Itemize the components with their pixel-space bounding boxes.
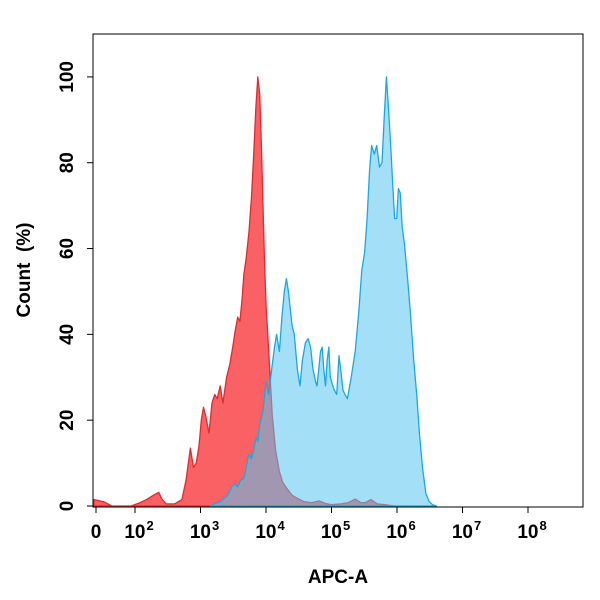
x-tick-label: 102 xyxy=(124,518,153,543)
y-tick-label: 80 xyxy=(57,152,78,173)
y-tick-label: 20 xyxy=(57,410,78,431)
y-axis-title: Count (%) xyxy=(14,223,35,318)
y-tick-label: 40 xyxy=(57,324,78,345)
x-axis-title: APC-A xyxy=(308,567,368,588)
histogram-series-2 xyxy=(209,76,438,507)
x-axis-ticks: 0 102 103 104 105 106 107 108 xyxy=(91,507,547,543)
y-tick-label: 60 xyxy=(57,238,78,259)
y-tick-label: 100 xyxy=(57,61,78,93)
x-tick-label: 106 xyxy=(386,518,415,543)
series-layer xyxy=(93,76,438,507)
x-tick-label: 103 xyxy=(190,518,219,543)
plot-frame xyxy=(92,33,584,508)
y-axis-ticks: 0 20 40 60 80 100 xyxy=(57,61,93,511)
x-tick-label: 108 xyxy=(517,518,546,543)
y-tick-label: 0 xyxy=(57,501,78,512)
x-tick-label: 0 xyxy=(91,522,102,543)
x-tick-label: 107 xyxy=(452,518,481,543)
x-tick-label: 104 xyxy=(255,518,285,543)
x-tick-label: 105 xyxy=(321,518,350,543)
